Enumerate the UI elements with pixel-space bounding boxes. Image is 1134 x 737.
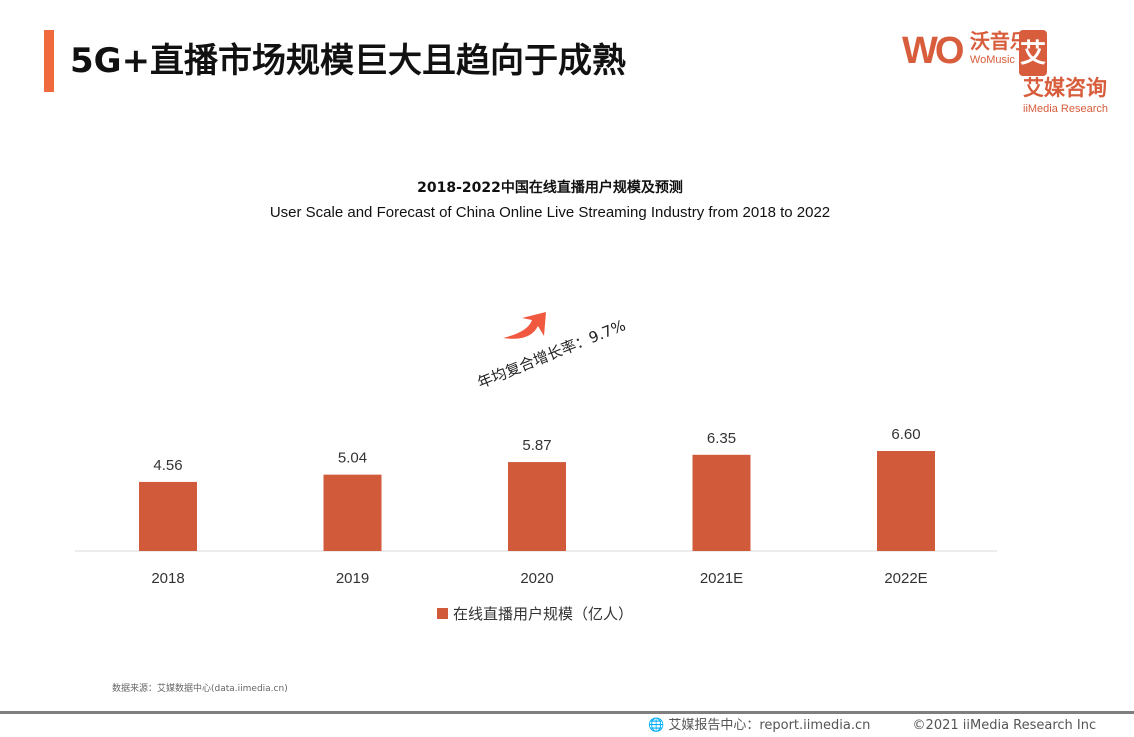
- womusic-en: WoMusic: [969, 54, 1015, 66]
- iimedia-cn: 艾媒咨询: [1023, 77, 1107, 100]
- chart-title: 2018-2022中国在线直播用户规模及预测: [417, 180, 683, 196]
- legend-label: 在线直播用户规模（亿人）: [453, 605, 634, 623]
- data-label: 5.87: [522, 437, 551, 454]
- title-accent-bar: [44, 30, 54, 92]
- data-label: 6.35: [707, 430, 736, 447]
- x-tick-label: 2022E: [884, 570, 927, 587]
- bar-2018: [139, 481, 197, 551]
- bar-2019: [323, 474, 382, 551]
- legend: 在线直播用户规模（亿人）: [437, 603, 633, 624]
- bar-2020: [508, 462, 566, 551]
- report-link[interactable]: 艾媒报告中心：report.iimedia.cn: [668, 718, 871, 733]
- copyright: ©2021 iiMedia Research Inc: [912, 718, 1097, 733]
- iimedia-en: iiMedia Research: [1023, 103, 1108, 115]
- x-tick-label: 2021E: [700, 570, 743, 587]
- footer: 🌐 艾媒报告中心：report.iimedia.cn ©2021 iiMedia…: [648, 714, 1096, 733]
- footer-divider: [0, 711, 1134, 714]
- bar-2022E: [877, 451, 935, 551]
- x-tick-label: 2019: [336, 570, 369, 587]
- data-label: 6.60: [891, 426, 920, 443]
- iimedia-mark: 艾: [1019, 30, 1047, 76]
- x-tick-label: 2018: [151, 570, 184, 587]
- womusic-cn: 沃音乐: [969, 31, 1030, 53]
- chart-subtitle: User Scale and Forecast of China Online …: [269, 204, 831, 221]
- data-label: 5.04: [338, 450, 367, 467]
- globe-icon: 🌐: [648, 718, 665, 733]
- data-label: 4.56: [153, 457, 182, 474]
- page-title: 5G+直播市场规模巨大且趋向于成熟: [70, 41, 627, 81]
- legend-swatch: [437, 608, 448, 619]
- womusic-mark: WO: [902, 30, 964, 72]
- bar-2021E: [692, 454, 751, 551]
- growth-arrow-icon: [503, 312, 546, 339]
- womusic-logo: WO 沃音乐 WoMusic: [902, 30, 1030, 73]
- iimedia-logo: 艾 艾媒咨询 iiMedia Research: [1019, 30, 1134, 116]
- data-source: 数据来源：艾媒数据中心(data.iimedia.cn): [112, 684, 288, 694]
- x-tick-label: 2020: [520, 570, 553, 587]
